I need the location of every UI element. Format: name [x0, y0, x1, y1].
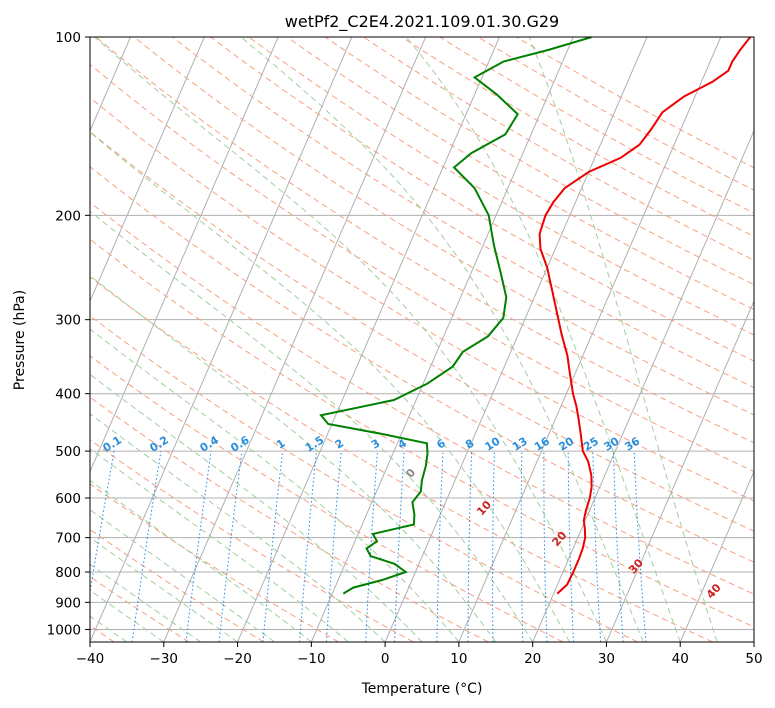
isotherm-line: [605, 299, 754, 642]
moist-adiabat-line: [90, 328, 460, 642]
dry-adiabat-line: [90, 166, 754, 563]
plot-frame: [89, 36, 755, 643]
isotherm-line: [532, 129, 754, 642]
x-axis-ticks: −40 −30 −20 −10 0 10 20 30 40 50: [76, 642, 763, 667]
dry-adiabat-line: [210, 37, 754, 362]
x-tick-label: 50: [745, 651, 762, 667]
moist-adiabat-line: [90, 536, 238, 642]
isohume-lines: [90, 451, 647, 642]
y-tick-label: 500: [55, 444, 81, 460]
chart-title: wetPf2_C2E4.2021.109.01.30.G29: [285, 12, 559, 32]
dry-adiabat-lines: [90, 37, 754, 642]
moist-adiabat-line: [93, 37, 607, 642]
isotherm-line: [458, 37, 722, 642]
moist-adiabat-line: [90, 479, 312, 642]
isotherm-line: [310, 37, 574, 642]
dry-adiabat-line: [90, 131, 754, 532]
moist-adiabat-line: [90, 275, 497, 642]
isobar-lines: [90, 37, 754, 630]
y-axis-ticks: 100 200 300 400 500 600 700 800 900 1000: [47, 30, 90, 638]
x-tick-label: −30: [150, 651, 179, 667]
moist-adiabat-line: [90, 210, 534, 642]
x-tick-label: 40: [672, 651, 689, 667]
dry-adiabat-line: [95, 37, 754, 444]
isotherm-line: [384, 37, 648, 642]
x-tick-label: 10: [450, 651, 467, 667]
dry-adiabat-line: [90, 63, 754, 473]
dewpoint-line: [319, 37, 592, 595]
y-tick-label: 300: [55, 313, 81, 329]
isotherm-line: [237, 37, 500, 642]
moist-adiabat-line: [90, 563, 201, 642]
isohume-line: [218, 451, 243, 642]
dry-adiabat-line: [90, 315, 639, 642]
moist-adiabat-line: [90, 413, 386, 642]
temperature-line: [538, 37, 752, 595]
moist-adiabat-lines: [90, 37, 718, 642]
isotherm-line: [679, 470, 754, 642]
isohume-line: [131, 451, 162, 642]
y-tick-label: 400: [55, 387, 81, 403]
isotherm-line: [90, 37, 205, 303]
y-tick-label: 100: [55, 30, 81, 46]
isohume-line: [185, 451, 212, 642]
moist-adiabat-line: [528, 37, 718, 642]
x-tick-label: −40: [76, 651, 105, 667]
x-tick-label: −20: [223, 651, 252, 667]
x-tick-label: −10: [297, 651, 326, 667]
moist-adiabat-line: [90, 509, 275, 642]
x-tick-label: 20: [524, 651, 541, 667]
sounding-series: [319, 37, 752, 595]
isotherm-line: [163, 37, 427, 642]
isotherm-lines: [90, 37, 754, 642]
y-tick-label: 1000: [47, 622, 81, 638]
y-tick-label: 600: [55, 491, 81, 507]
dry-adiabat-line: [90, 439, 414, 642]
isohume-line: [90, 451, 115, 595]
isotherm-line: [90, 37, 353, 642]
dry-adiabat-line: [133, 37, 754, 416]
dry-adiabat-line: [172, 37, 754, 389]
y-tick-label: 200: [55, 208, 81, 224]
dry-adiabat-line: [90, 355, 564, 642]
y-tick-label: 900: [55, 595, 81, 611]
moist-adiabat-line: [405, 37, 681, 642]
plot-area: 0.10.20.40.611.52346810131620253036-100-…: [90, 37, 754, 642]
y-tick-label: 800: [55, 565, 81, 581]
y-axis-label: Pressure (hPa): [12, 290, 28, 390]
moist-adiabat-line: [240, 37, 644, 642]
moist-adiabat-line: [90, 131, 571, 642]
x-tick-label: 0: [381, 651, 390, 667]
moist-adiabat-line: [90, 589, 165, 642]
isotherm-line: [90, 37, 279, 473]
y-tick-label: 700: [55, 531, 81, 547]
dry-adiabat-line: [90, 201, 754, 595]
x-tick-label: 30: [598, 651, 615, 667]
dry-adiabat-line: [90, 238, 754, 628]
x-axis-label: Temperature (°C): [361, 681, 483, 697]
